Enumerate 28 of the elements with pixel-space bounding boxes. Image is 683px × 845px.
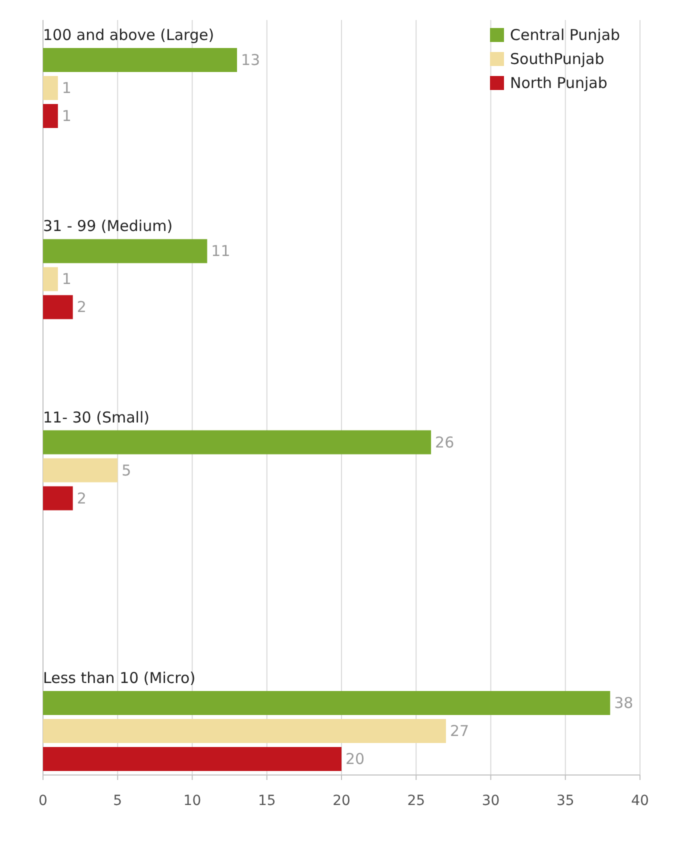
x-tick-label: 0 bbox=[38, 793, 48, 809]
x-tick-label: 15 bbox=[258, 793, 276, 809]
data-label: 5 bbox=[122, 461, 132, 480]
data-label: 1 bbox=[62, 79, 72, 97]
x-tick-label: 40 bbox=[631, 793, 649, 809]
data-label: 1 bbox=[62, 270, 72, 288]
data-label: 1 bbox=[62, 107, 72, 125]
data-label: 38 bbox=[614, 694, 634, 712]
y-tick-label: Less than 10 (Micro) bbox=[43, 669, 196, 687]
x-tick-label: 35 bbox=[556, 793, 574, 809]
x-tick-label: 30 bbox=[482, 793, 500, 809]
data-label: 26 bbox=[435, 433, 454, 452]
y-tick-label: 100 and above (Large) bbox=[43, 26, 214, 44]
data-label: 2 bbox=[76, 489, 86, 508]
x-tick-label: 20 bbox=[332, 793, 350, 809]
x-tick-label: 5 bbox=[113, 793, 122, 809]
y-tick-label: 11- 30 (Small) bbox=[43, 408, 150, 426]
x-tick-label: 10 bbox=[183, 793, 202, 809]
legend-label: SouthPunjab bbox=[510, 50, 604, 68]
legend-label: Central Punjab bbox=[510, 26, 620, 44]
data-label: 13 bbox=[241, 51, 260, 69]
data-label: 20 bbox=[346, 750, 365, 768]
y-tick-label: 31 - 99 (Medium) bbox=[43, 217, 173, 236]
legend-label: North Punjab bbox=[510, 74, 608, 92]
data-label: 11 bbox=[211, 242, 230, 260]
data-label: 27 bbox=[450, 722, 470, 740]
data-label: 2 bbox=[76, 298, 86, 316]
x-tick-label: 25 bbox=[407, 793, 426, 809]
